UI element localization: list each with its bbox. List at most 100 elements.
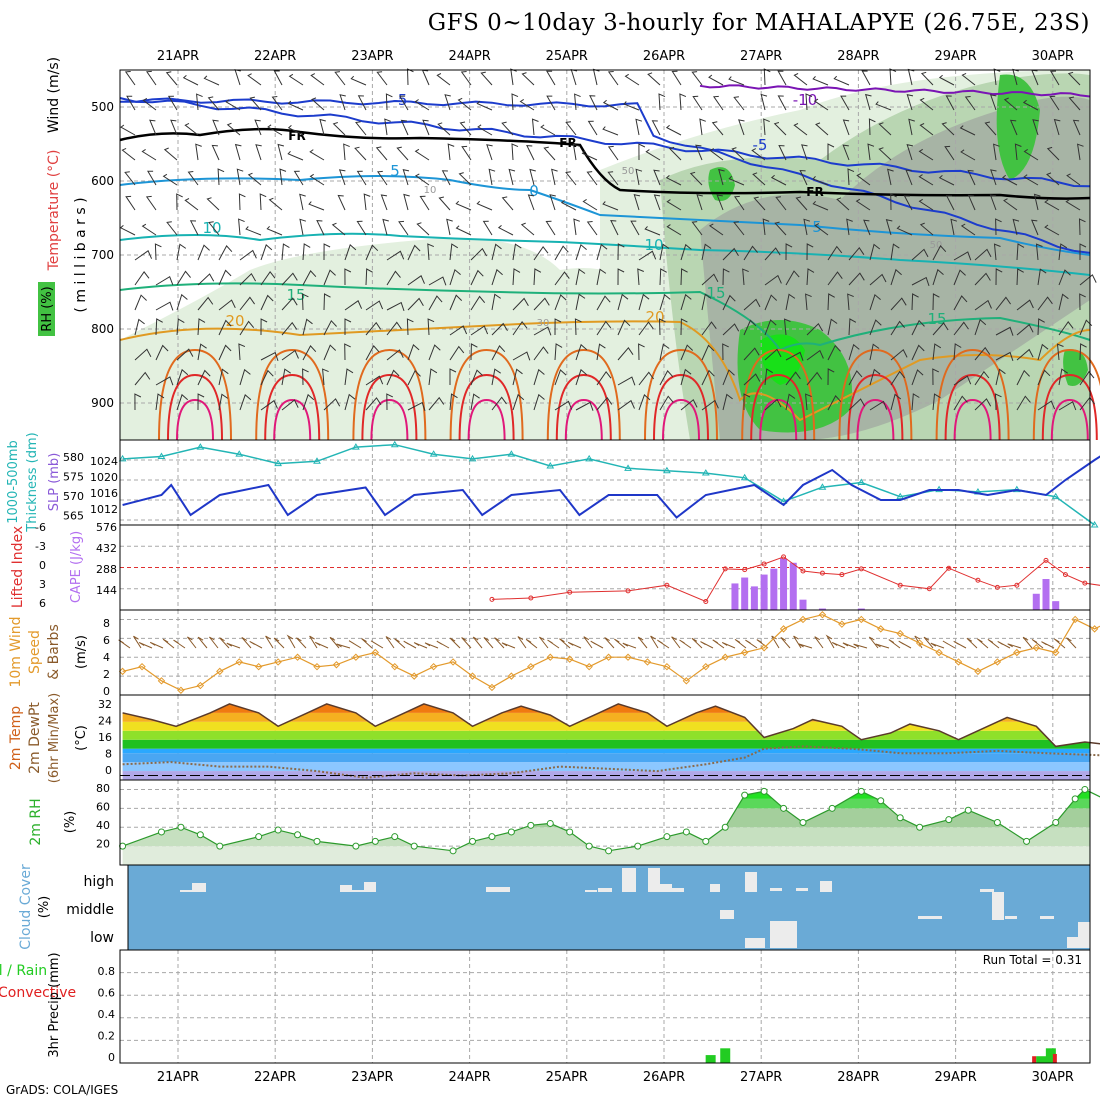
ylabel-cape: CAPE (J/kg) [69,531,84,603]
wind-barb [743,347,760,361]
wind-barb [1037,369,1051,386]
wind-barb [785,270,800,286]
wind-barb [974,346,991,361]
wind-barb [197,318,206,336]
wind-barb [1016,243,1025,261]
wind10-panel: 8 6 4 2 0 [103,609,1100,698]
wind-barb [247,73,262,86]
thickness-tick: 570 [63,490,84,503]
wind-barb-10m [385,636,395,649]
wind-barb [624,73,640,86]
wind-barb [343,143,350,161]
wind-barb [238,218,245,236]
wind-speed-point [118,667,127,676]
wind-barb [407,344,420,361]
wind-barb [701,243,712,261]
wind-barb [245,226,262,236]
wind-barb [1003,97,1018,111]
wind-barb [617,268,625,286]
rh-point [177,823,185,831]
lifted-index-point [819,570,825,576]
wind-barb [211,144,220,161]
cloud-bar [364,882,376,892]
temp-band [122,753,1090,763]
wind-barb [1065,199,1081,211]
rh-point [216,842,224,850]
cape-tick: 432 [96,542,117,555]
wind-barb [1037,296,1053,311]
wind-barb [617,346,634,361]
rh-point [945,816,953,824]
wind-barb [512,268,521,286]
wind-barb [449,243,459,261]
wind-barb [731,147,745,161]
wind-barb-10m [997,640,1011,649]
wind-barb [836,197,850,211]
wind-barb [799,169,808,186]
cape-bar [760,574,768,610]
wind-barb [399,95,409,111]
warm-contour [1032,348,1100,441]
wind-barb [277,143,285,161]
wind-barb [680,399,698,411]
wind-barb [617,293,629,311]
wind-barb-10m [249,640,263,649]
rh-point [828,804,836,812]
warm-contour [1050,398,1089,441]
wind-barb [699,118,706,136]
wind-tick: 0 [103,685,110,698]
wind-barb [1058,243,1068,261]
wind-barb [142,98,157,111]
wind-barb [1072,119,1081,136]
wind-barb [665,175,682,186]
wind-barb [281,399,299,411]
wind-barb [602,99,619,111]
wind-barb [890,370,906,386]
cloud-bar [598,888,612,892]
wind-barb-10m [209,636,219,649]
wind-barb [218,344,232,361]
wind-barb [793,73,808,86]
wind-barb [911,369,924,386]
wind-barb [281,272,298,286]
wind-barb [1037,343,1049,361]
wind-barb [630,220,640,236]
wind-barb [365,244,379,261]
wind-barb [1033,193,1041,211]
temp-tick: 24 [98,715,112,728]
wind-barb [512,297,529,311]
wind-barb [287,150,304,161]
wind-barb [310,73,325,86]
wind-barb [403,193,410,211]
wind-barb-10m [700,641,714,649]
warm-contour [644,348,718,441]
rh-point [993,819,1001,826]
contour-plus20 [119,320,1091,422]
ylabel-rh-unit: (%) [63,811,78,834]
lifted-index-point [975,577,981,583]
rh-point [1071,795,1079,803]
wind-barb-10m [657,639,670,649]
wind-barb [549,194,556,211]
wind-barb-10m [868,636,879,649]
date-label-bottom: 26APR [643,1070,685,1085]
pressure-tick: 700 [91,248,114,262]
wind-barb-10m [1066,637,1077,649]
lifted-index-point [664,582,670,588]
wind-barb [491,243,502,261]
ylabel-barbs: & Barbs [46,624,62,680]
wind-barb-10m [745,639,758,649]
wind-barb [407,401,426,412]
cloud-bar [192,883,206,892]
wind-barb [1016,348,1034,361]
wind-barb [554,400,573,411]
wind-barb [238,193,246,211]
wind-barb-10m [138,642,153,649]
rh-point [585,842,593,850]
wind-barb [718,168,725,186]
wind-barb [919,97,934,111]
wind-barb [533,268,542,286]
contour-label: FR [559,136,576,150]
cloud-bar [1005,916,1017,919]
